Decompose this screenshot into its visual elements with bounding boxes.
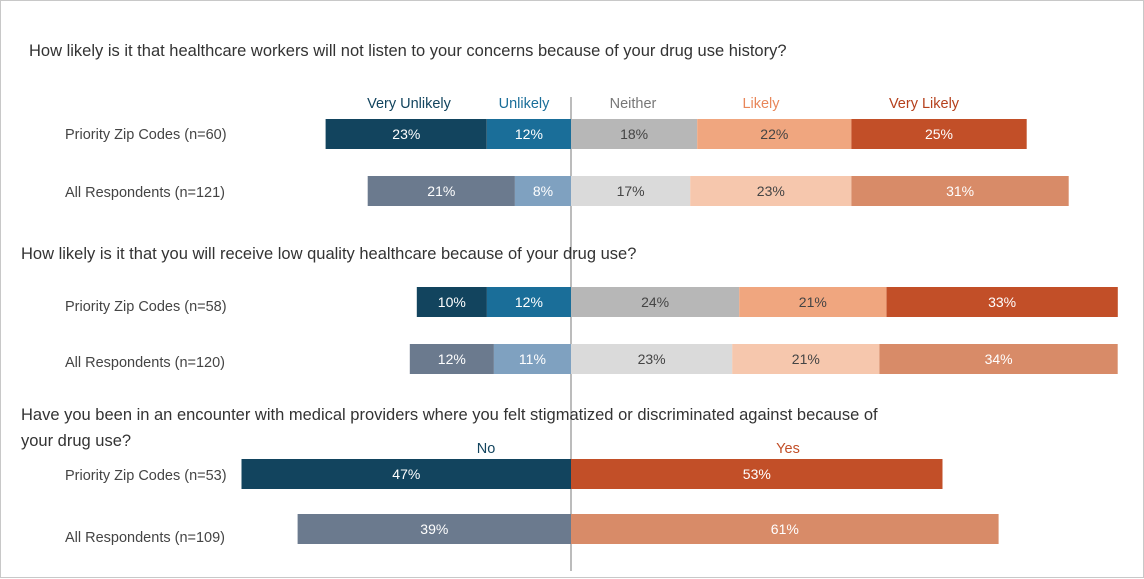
question-2-bars: 10% 12% 24% 21% 33% 12% 11% 23% 21% 34% [409,287,1118,374]
bar-q2-all-unlikely [493,344,571,374]
bar-q2-priority-likely [739,287,887,317]
data-label-q2-all-likely: 21% [792,351,820,367]
data-label-q1-priority-unlikely: 12% [515,126,543,142]
data-label-q1-all-neither: 17% [617,183,645,199]
bar-q2-priority-unlikely [486,287,571,317]
bar-q1-priority-unlikely [486,119,571,149]
data-label-q2-priority-neither: 24% [641,294,669,310]
data-label-q1-all-likely: 23% [757,183,785,199]
legend-very-likely: Very Likely [889,96,960,112]
data-label-q2-all-very-unlikely: 12% [438,351,466,367]
question-1-bars: 23% 12% 18% 22% 25% 21% 8% 17% 23% 31% [325,119,1069,206]
data-label-q1-priority-neither: 18% [620,126,648,142]
question-1-row-label-priority: Priority Zip Codes (n=60) [65,127,227,143]
data-label-q2-priority-likely: 21% [799,294,827,310]
data-label-q2-priority-very-likely: 33% [988,294,1016,310]
question-2-row-label-all: All Respondents (n=120) [65,355,225,371]
data-label-q1-all-very-unlikely: 21% [427,183,455,199]
bar-q2-all-neither [571,344,733,374]
data-label-q1-all-unlikely: 8% [533,183,553,199]
question-3-title-line-1: Have you been in an encounter with medic… [21,406,878,424]
bar-q3-priority-yes [571,459,943,489]
data-label-q2-all-unlikely: 11% [519,351,546,367]
data-label-q3-priority-yes: 53% [743,466,771,482]
bar-q1-all-likely [690,176,852,206]
bar-q2-priority-neither [571,287,740,317]
bar-q1-all-neither [571,176,691,206]
bar-q1-priority-neither [571,119,698,149]
question-1-title: How likely is it that healthcare workers… [29,42,787,60]
question-3-row-label-all: All Respondents (n=109) [65,530,225,546]
bar-q3-all-yes [571,514,999,544]
bar-q2-all-very-unlikely [409,344,494,374]
data-label-q3-all-yes: 61% [771,521,799,537]
question-2-title: How likely is it that you will receive l… [21,245,636,263]
data-label-q3-priority-no: 47% [392,466,420,482]
data-label-q2-all-neither: 23% [638,351,666,367]
question-3-bars: 47% 53% 39% 61% [241,459,999,544]
bar-q3-all-no [297,514,571,544]
question-1-row-label-all: All Respondents (n=121) [65,185,225,201]
bar-q1-priority-likely [697,119,852,149]
legend-no: No [477,441,496,457]
bar-q2-priority-very-unlikely [416,287,487,317]
data-label-q2-priority-unlikely: 12% [515,294,543,310]
bar-q1-all-unlikely [514,176,571,206]
data-label-q3-all-no: 39% [420,521,448,537]
data-label-q1-all-very-likely: 31% [946,183,974,199]
legend-likely: Likely [742,96,780,112]
bar-q3-priority-no [241,459,571,489]
bar-q1-all-very-unlikely [367,176,515,206]
legend-very-unlikely: Very Unlikely [367,96,452,112]
bar-q2-priority-very-likely [886,287,1118,317]
data-label-q1-priority-very-likely: 25% [925,126,953,142]
question-3-row-label-priority: Priority Zip Codes (n=53) [65,468,227,484]
data-label-q2-priority-very-unlikely: 10% [438,294,466,310]
legend-yes: Yes [776,441,800,457]
bar-q1-priority-very-unlikely [325,119,487,149]
data-label-q1-priority-very-unlikely: 23% [392,126,420,142]
question-1-legend: Very Unlikely Unlikely Neither Likely Very L… [367,96,960,112]
bar-q2-all-very-likely [879,344,1118,374]
question-3-legend: No Yes [477,441,800,457]
bar-q1-all-very-likely [851,176,1069,206]
legend-neither: Neither [610,96,657,112]
legend-unlikely: Unlikely [499,96,551,112]
data-label-q1-priority-likely: 22% [760,126,788,142]
bar-q1-priority-very-likely [851,119,1027,149]
question-2-row-label-priority: Priority Zip Codes (n=58) [65,299,227,315]
question-3-title-line-2: your drug use? [21,432,131,450]
bar-q2-all-likely [732,344,880,374]
data-label-q2-all-very-likely: 34% [985,351,1013,367]
